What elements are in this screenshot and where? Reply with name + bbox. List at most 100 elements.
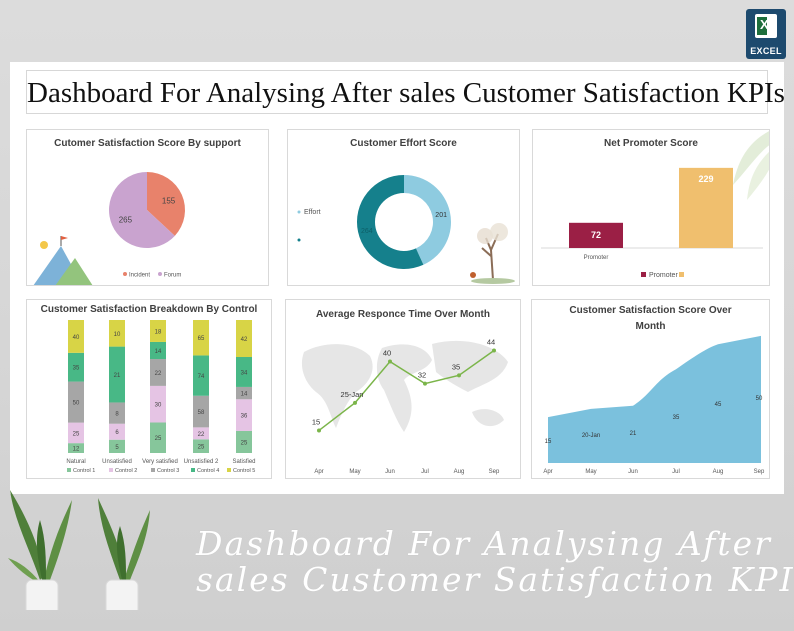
stack-legend: Control 1 Control 2 Control 3 Control 4 Cont…	[67, 468, 255, 474]
plant-leaf	[8, 558, 40, 584]
plant-leaf	[36, 520, 46, 580]
point-label: 21	[630, 431, 637, 437]
legend-marker-forum	[158, 272, 162, 276]
x-tick-label: Unsatisfied 2	[184, 459, 219, 465]
pie-value-label: 265	[119, 215, 133, 224]
dashboard-board: Dashboard For Analysing After sales Cust…	[10, 62, 785, 494]
plant-leaf	[124, 510, 150, 580]
data-point	[457, 373, 461, 378]
nps-title: Net Promoter Score	[604, 138, 698, 149]
x-tick-label: Unsatisfied	[102, 459, 132, 465]
stack-segment	[236, 430, 252, 453]
x-tick-label: May	[349, 469, 360, 475]
segment-value-label: 74	[198, 374, 205, 380]
legend-marker-promoter	[641, 272, 646, 277]
legend-marker-second	[297, 238, 301, 242]
x-tick-label: Sep	[489, 469, 500, 475]
segment-value-label: 14	[155, 349, 162, 355]
stack-segment	[193, 320, 209, 356]
x-tick-label: Satisfied	[232, 459, 255, 465]
segment-value-label: 14	[241, 392, 248, 398]
stack-segment	[150, 320, 166, 342]
legend-forum: Forum	[164, 273, 181, 279]
line-panel: Average Responce Time Over Month 15 Apr 25…	[285, 299, 521, 479]
excel-label: EXCEL	[750, 46, 782, 56]
point-label: 35	[452, 362, 460, 371]
stack-segment	[109, 423, 125, 440]
palm-leaf	[733, 131, 769, 185]
point-label: 50	[756, 396, 763, 402]
series-line	[318, 349, 495, 432]
stack-segment	[68, 320, 84, 353]
data-point	[492, 348, 496, 353]
plant-leaf	[10, 490, 44, 580]
point-label: 35	[673, 415, 680, 421]
donut-value-label: 201	[435, 212, 447, 219]
segment-value-label: 12	[73, 447, 80, 453]
segment-value-label: 25	[73, 431, 80, 437]
plant-right	[98, 498, 150, 610]
bar-second	[679, 167, 733, 248]
legend-marker	[191, 468, 195, 472]
stack-segment	[236, 320, 252, 357]
legend-marker-second	[679, 272, 684, 277]
segment-value-label: 25	[155, 436, 162, 442]
donut-segment	[357, 175, 424, 269]
stack-segment	[68, 381, 84, 423]
legend-incident: Incident	[129, 273, 150, 279]
legend-label: Control 1	[73, 468, 95, 474]
area-title: Customer Satisfaction Score Over Month	[569, 305, 732, 332]
pie-slice-incident	[147, 172, 185, 236]
bar-value-label: 229	[698, 174, 713, 184]
donut-chart: 201 264	[357, 175, 451, 269]
point-label: 15	[312, 417, 320, 426]
segment-value-label: 40	[73, 335, 80, 341]
point-label: 44	[487, 338, 495, 347]
plant-leaf	[44, 500, 72, 580]
segment-value-label: 8	[115, 412, 119, 418]
legend-effort: Effort	[304, 209, 321, 216]
plant-left	[8, 490, 72, 610]
legend-marker	[109, 468, 113, 472]
data-point	[317, 428, 321, 433]
nps-panel: Net Promoter Score 72 Promoter 229 Promote…	[532, 129, 770, 286]
pie-value-label: 155	[162, 197, 176, 206]
tree-leaves	[477, 228, 493, 244]
tree-leaves	[490, 223, 508, 241]
stack-segment	[236, 399, 252, 431]
data-point	[353, 400, 357, 405]
stack-segment	[150, 359, 166, 386]
segment-value-label: 42	[241, 337, 248, 343]
grass-shape	[471, 278, 515, 284]
x-tick-label: Jul	[672, 469, 680, 475]
x-tick-label: Sep	[754, 469, 765, 475]
palm-leaf	[747, 152, 769, 200]
stack-segment	[193, 355, 209, 396]
caption-line-2: sales Customer Satisfaction KPIs	[196, 560, 794, 599]
stack-segment	[109, 346, 125, 403]
legend-label: Control 3	[157, 468, 179, 474]
map-americas	[301, 344, 373, 428]
excel-badge: X EXCEL	[746, 9, 786, 59]
segment-value-label: 34	[241, 370, 248, 376]
plant-leaf	[116, 526, 126, 580]
legend-promoter: Promoter	[649, 272, 678, 279]
segment-value-label: 36	[241, 414, 248, 420]
pie-legend: Incident Forum	[123, 272, 181, 279]
spreadsheet-icon	[755, 14, 777, 38]
segment-value-label: 50	[73, 401, 80, 407]
excel-letter: X	[760, 17, 769, 32]
segment-value-label: 58	[198, 410, 205, 416]
pie-panel: Cutomer Satisfaction Score By support 15…	[26, 129, 269, 286]
plant-pot	[25, 579, 59, 610]
segment-value-label: 25	[241, 440, 248, 446]
legend-marker-incident	[123, 272, 127, 276]
stack-segment	[68, 352, 84, 382]
legend-marker	[67, 468, 71, 472]
stack-segment	[109, 439, 125, 453]
area-series	[548, 335, 761, 463]
caption-line-1: Dashboard For Analysing After	[196, 524, 772, 563]
x-tick-label: Apr	[543, 469, 552, 475]
hill-shape	[55, 258, 93, 285]
legend-label: Control 4	[197, 468, 219, 474]
